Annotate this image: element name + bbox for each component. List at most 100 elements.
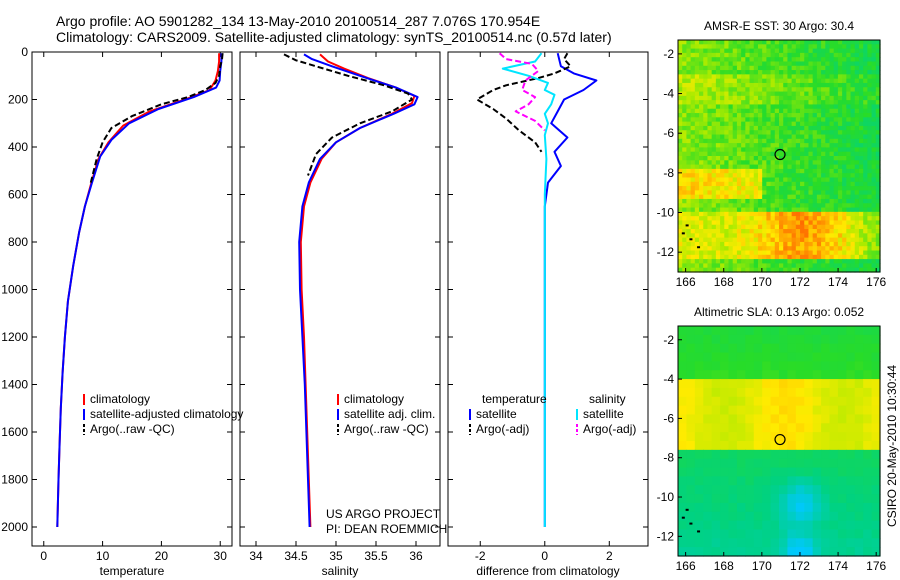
map-cell [757, 87, 763, 93]
map-cell [678, 211, 683, 217]
map-cell [707, 207, 713, 213]
map-cell [686, 61, 692, 67]
map-cell [694, 263, 700, 269]
map-cell [694, 125, 700, 131]
map-cell [686, 100, 692, 106]
map-cell [867, 143, 873, 149]
map-cell [749, 237, 755, 243]
map-cell [753, 177, 759, 183]
map-cell [779, 485, 789, 495]
map-cell [682, 190, 688, 196]
map-cell [753, 181, 759, 187]
map-cell [804, 104, 810, 110]
map-cell [842, 65, 847, 71]
map-cell [728, 181, 734, 187]
map-cell [795, 370, 805, 380]
map-cell [863, 91, 868, 97]
map-cell [842, 40, 847, 45]
map-cell [858, 125, 864, 131]
map-cell [724, 220, 730, 226]
map-cell [694, 520, 704, 531]
map-cell [686, 181, 692, 187]
map-cell [699, 78, 704, 84]
map-cell [694, 370, 704, 380]
map-cell [812, 229, 818, 234]
map-cell [762, 370, 772, 380]
map-cell [791, 130, 797, 136]
map-cell [707, 95, 713, 101]
map-cell [795, 100, 801, 106]
map-cell [757, 267, 763, 273]
map-cell [846, 458, 856, 469]
map-cell [795, 134, 801, 140]
map-cell [854, 78, 860, 84]
map-y-tick-label: -12 [657, 245, 675, 259]
map-cell [850, 194, 856, 200]
map-cell [791, 181, 797, 187]
map-cell [875, 246, 881, 252]
map-cell [812, 547, 822, 557]
map-cell [690, 237, 696, 243]
map-cell [783, 164, 789, 170]
map-cell [724, 216, 730, 222]
map-cell [699, 177, 704, 183]
map-cell [745, 458, 755, 469]
map-cell [867, 198, 873, 204]
map-cell [783, 267, 789, 273]
map-cell [749, 246, 755, 252]
map-cell [808, 65, 814, 71]
map-cell [871, 186, 877, 191]
map-cell [871, 396, 881, 407]
map-cell [770, 44, 776, 50]
map-cell [736, 326, 746, 336]
map-cell [837, 423, 847, 433]
map-cell [682, 44, 688, 50]
map-cell [816, 254, 822, 260]
map-cell [867, 95, 873, 101]
map-cell [774, 134, 780, 140]
map-cell [741, 181, 746, 187]
map-cell [804, 108, 810, 114]
map-cell [694, 361, 704, 371]
map-cell [715, 237, 721, 243]
map-cell [821, 485, 831, 495]
map-cell [703, 237, 709, 243]
map-cell [800, 254, 805, 260]
map-cell [728, 160, 734, 166]
map-cell [686, 40, 692, 45]
map-cell [846, 343, 856, 354]
map-cell [846, 164, 852, 170]
map-cell [770, 74, 776, 80]
map-cell [867, 82, 873, 88]
map-cell [829, 160, 835, 166]
map-cell [875, 78, 881, 84]
map-cell [736, 130, 742, 136]
map-cell [703, 414, 713, 424]
map-cell [715, 130, 721, 136]
map-cell [682, 151, 688, 157]
map-cell [711, 458, 721, 469]
map-cell [800, 246, 805, 252]
map-cell [745, 130, 751, 136]
map-cell [850, 82, 856, 88]
map-cell [745, 441, 755, 451]
map-cell [694, 458, 704, 469]
map-cell [757, 151, 763, 157]
map-cell [690, 143, 696, 149]
map-cells [678, 326, 881, 557]
map-cell [728, 216, 734, 222]
map-cell [724, 263, 730, 269]
map-cell [745, 246, 751, 252]
map-cell [795, 151, 801, 157]
map-cell [703, 405, 713, 416]
map-cell [682, 74, 688, 80]
map-cell [682, 147, 688, 153]
map-cell [837, 220, 843, 226]
map-cell [804, 52, 810, 58]
map-cell [791, 190, 797, 196]
map-cell [821, 229, 826, 234]
map-cell [720, 405, 730, 416]
map-cell [850, 130, 856, 136]
map-cell [846, 91, 852, 97]
map-cell [791, 61, 797, 67]
